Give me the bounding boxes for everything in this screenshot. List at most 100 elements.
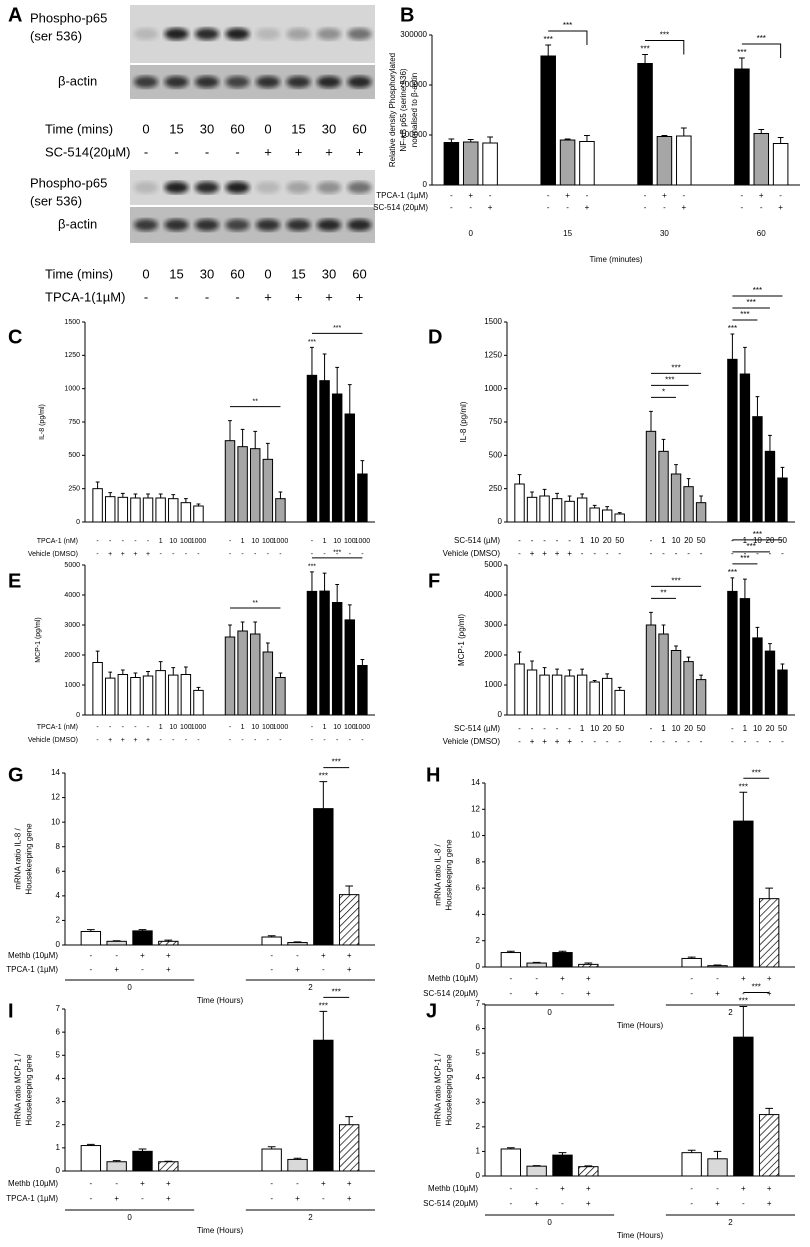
blot-band [286, 76, 311, 88]
y-tick-label: 5 [56, 1050, 61, 1059]
error-bar [265, 642, 270, 652]
row-cell: + [715, 989, 720, 998]
bar [275, 498, 286, 523]
row-cell: 10 [590, 536, 599, 545]
significance: *** [671, 577, 680, 586]
y-tick-label: 1500 [484, 317, 502, 326]
y-tick-label: 6 [56, 1027, 61, 1036]
group-label: 0 [547, 1008, 552, 1017]
bar [249, 448, 261, 523]
row-cell: 10 [753, 536, 762, 545]
y-tick-label: 0 [423, 180, 428, 189]
time-value: 0 [142, 121, 149, 136]
bar [275, 677, 286, 716]
bar [670, 650, 682, 716]
blot-band [225, 181, 250, 194]
y-tick-label: 5000 [64, 562, 80, 569]
y-tick-label: 6 [56, 866, 61, 875]
bar [564, 675, 575, 716]
error-bar [680, 127, 687, 136]
row-cell: - [742, 1199, 745, 1208]
error-bar [558, 950, 567, 953]
row-cell: - [606, 549, 609, 558]
row-label: TPCA-1 (1µM) [6, 965, 58, 974]
error-bar [322, 353, 327, 381]
group-label: 0 [469, 229, 474, 238]
row-cell: 10 [672, 724, 681, 733]
significance: *** [319, 1001, 328, 1010]
significance: *** [665, 375, 674, 384]
row-cell: + [114, 965, 119, 974]
row-label: SC-514 (20µM) [423, 1199, 478, 1208]
row-cell: + [567, 737, 572, 746]
bar [777, 477, 788, 523]
error-bar [686, 478, 691, 487]
row-cell: - [197, 737, 200, 744]
error-bar [138, 929, 147, 931]
treatment-label: TPCA-1(1µM) [45, 289, 125, 304]
row-cell: + [542, 549, 547, 558]
significance: *** [753, 286, 762, 295]
row-cell: - [229, 551, 232, 558]
error-bar [448, 138, 455, 143]
y-tick-label: 2000 [64, 652, 80, 659]
row-cell: + [121, 737, 125, 744]
error-bar [293, 1157, 302, 1160]
row-cell: - [535, 974, 538, 983]
row-cell: - [687, 737, 690, 746]
row-cell: + [586, 989, 591, 998]
row-cell: + [347, 951, 352, 960]
bar [158, 1161, 179, 1172]
row-cell: - [115, 951, 118, 960]
bar [752, 416, 763, 523]
error-bar [86, 929, 95, 932]
error-bar [642, 54, 648, 64]
bar [670, 473, 682, 523]
row-cell: - [675, 549, 678, 558]
bar [526, 496, 538, 523]
y-tick-label: 1000 [64, 386, 80, 393]
panel-label: B [400, 4, 414, 26]
panel-label: J [426, 1000, 437, 1022]
row-cell: 50 [615, 536, 624, 545]
blot-band [317, 219, 341, 231]
error-bar [649, 611, 653, 625]
row-label: SC-514 (µM) [454, 724, 500, 733]
bar [104, 496, 116, 523]
row-cell: + [681, 203, 686, 212]
error-bar [108, 671, 113, 679]
row-cell: 10 [333, 724, 341, 731]
blot-band [134, 76, 158, 88]
group-label: 2 [728, 1218, 733, 1227]
significance: *** [739, 997, 748, 1006]
row-cell: - [744, 549, 747, 558]
y-tick-label: 1500 [64, 319, 80, 326]
row-cell: + [767, 989, 772, 998]
row-cell: 1000 [355, 538, 371, 545]
error-bar [120, 492, 125, 498]
row-cell: - [744, 737, 747, 746]
error-bar [319, 1010, 328, 1041]
significance: * [662, 387, 665, 396]
y-axis-label: MCP-1 (pg/ml) [35, 617, 42, 663]
row-cell: 20 [603, 724, 612, 733]
bar [578, 963, 599, 968]
row-cell: - [543, 724, 546, 733]
bar [758, 898, 780, 968]
row-cell: 1000 [355, 724, 371, 731]
error-bar [278, 672, 283, 678]
treatment-label: SC-514(20µM) [45, 144, 131, 159]
y-tick-label: 1000 [64, 682, 80, 689]
bar [758, 1114, 780, 1177]
time-value: 30 [200, 121, 214, 136]
error-bar [545, 44, 552, 56]
row-cell: + [586, 974, 591, 983]
error-bar [558, 1152, 567, 1156]
row-cell: - [185, 551, 188, 558]
error-bar [584, 1165, 593, 1167]
error-bar [120, 669, 125, 675]
row-cell: - [742, 989, 745, 998]
error-bar [567, 495, 572, 502]
y-axis-label: mRNA ratio MCP-1 / [14, 1053, 23, 1126]
error-bar [605, 506, 610, 510]
